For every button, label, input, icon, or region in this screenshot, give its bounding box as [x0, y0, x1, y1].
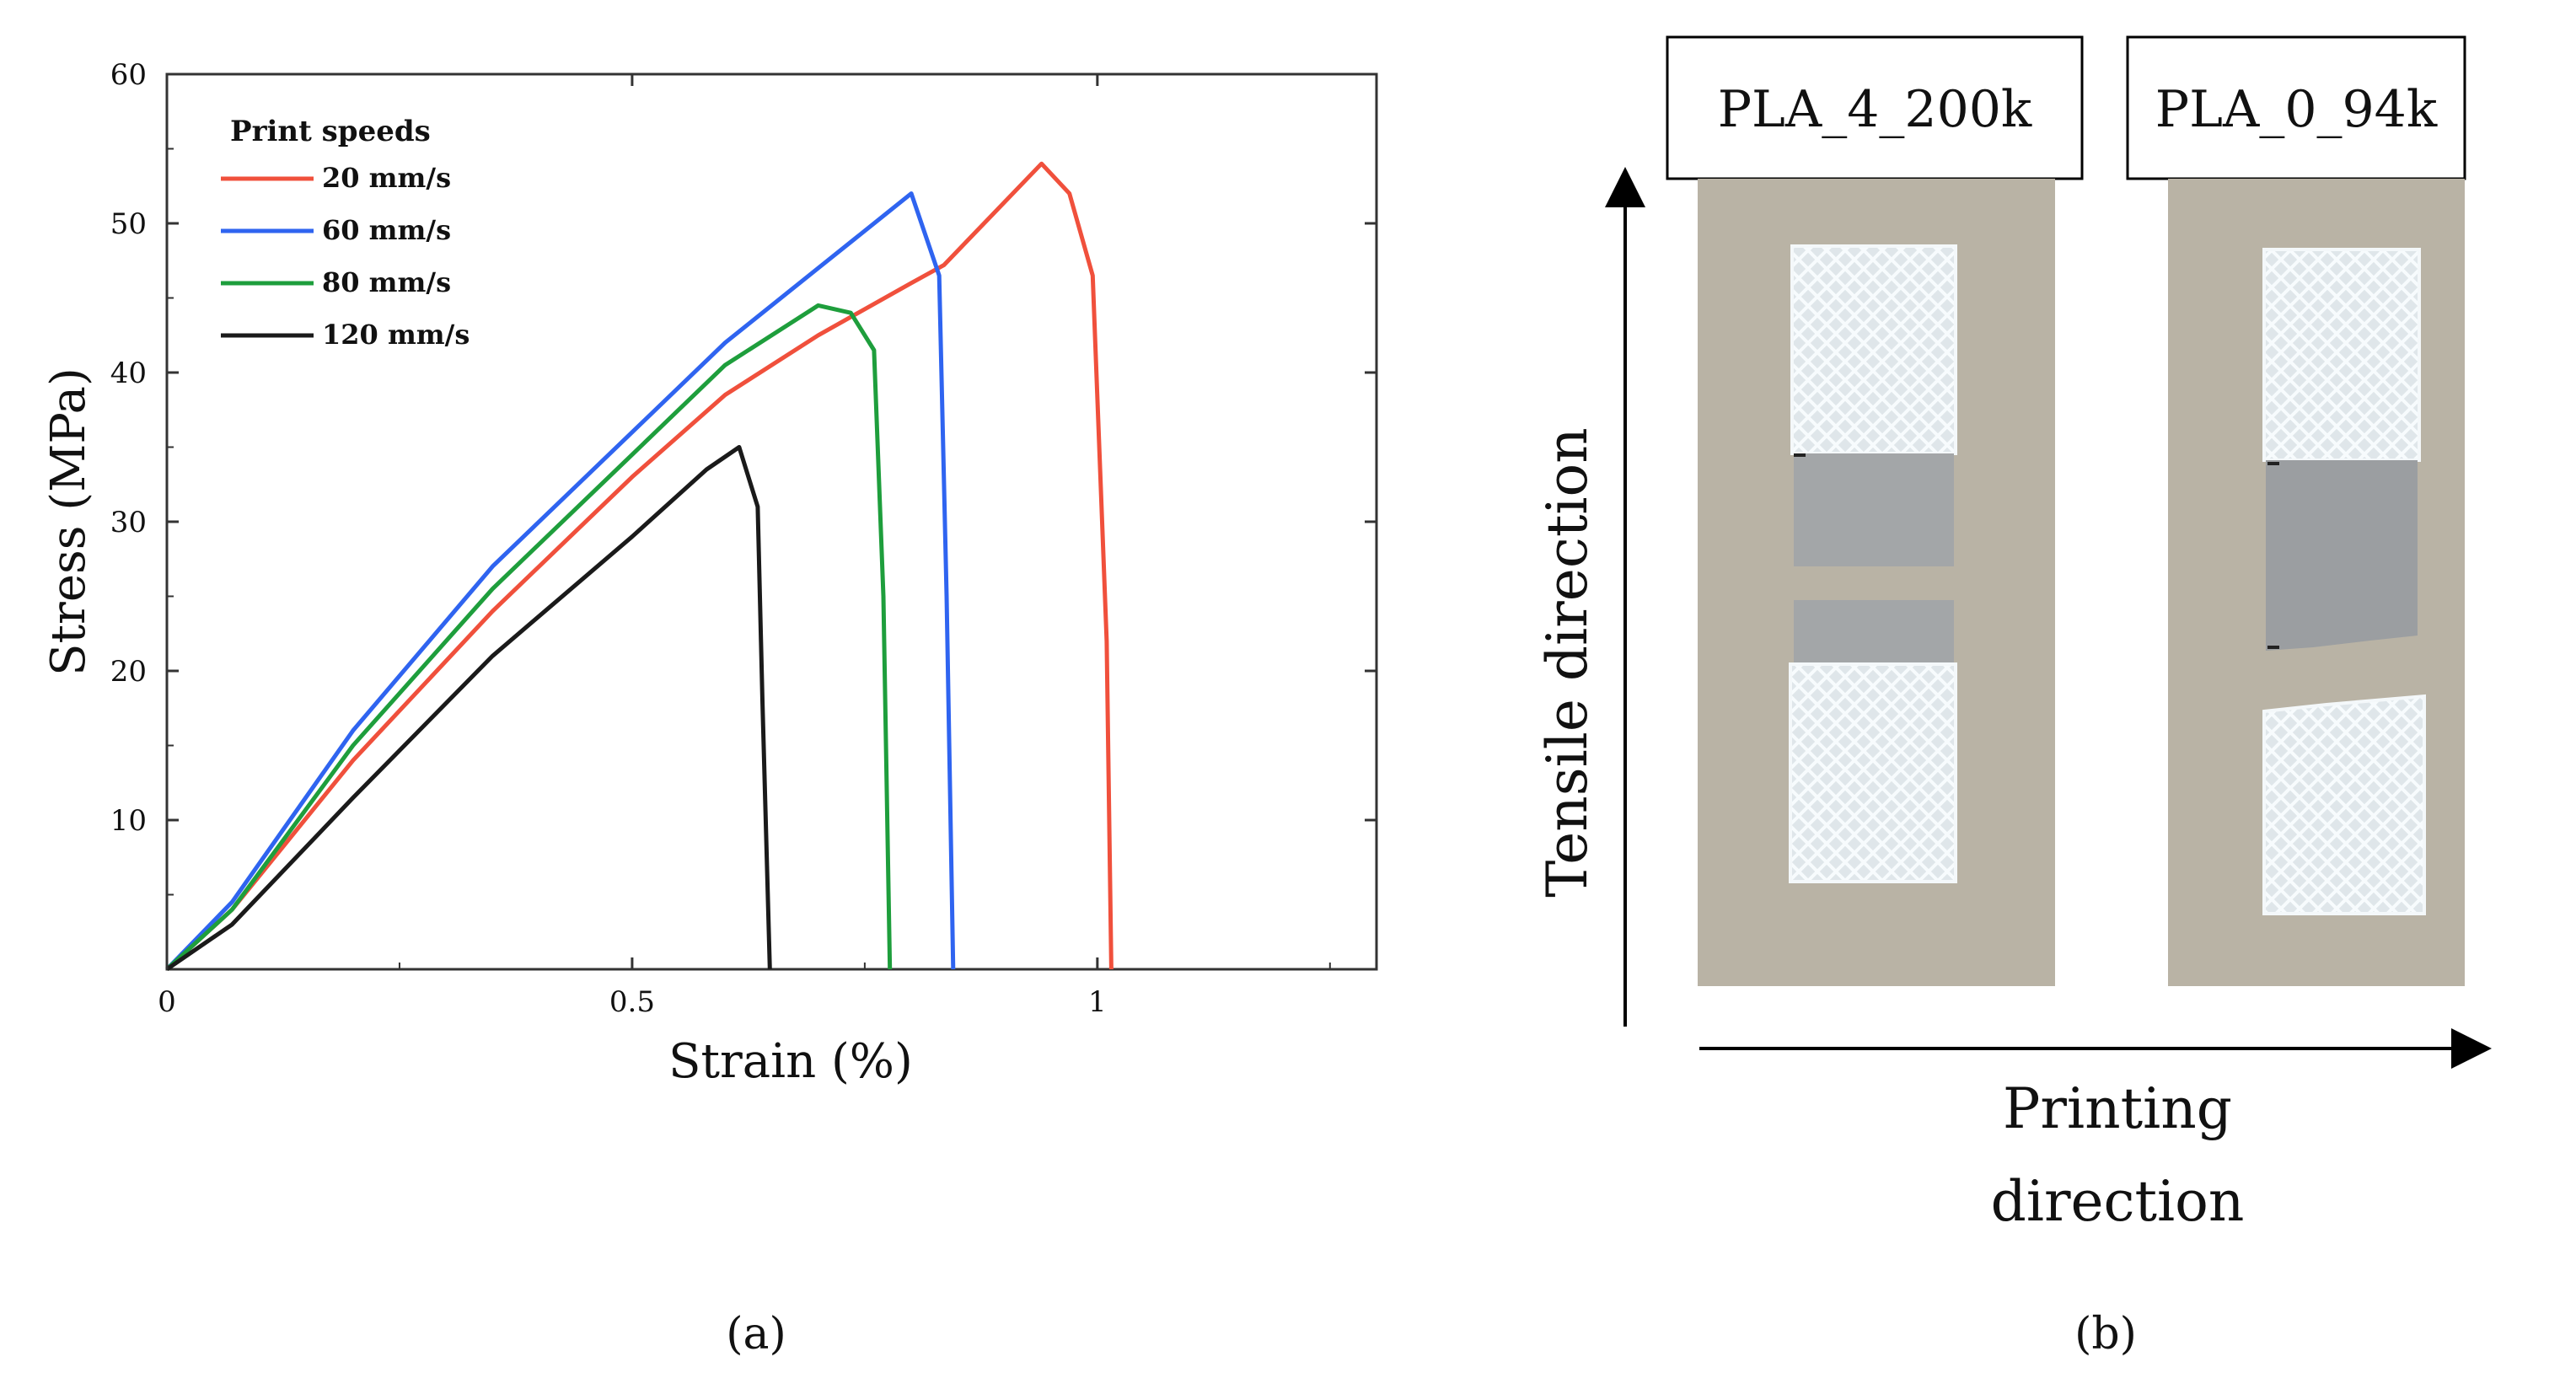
specimen-1-upper-gauge — [1794, 453, 1954, 566]
specimen-2-lower-mesh — [2262, 694, 2426, 915]
specimen-label-box-1 — [1666, 35, 2084, 180]
y-axis-title: Stress (MPa) — [41, 367, 96, 676]
legend-label: 120 mm/s — [322, 319, 470, 351]
specimen-1-upper-mesh — [1790, 244, 1957, 455]
x-tick-label: 0 — [158, 985, 176, 1019]
x-axis-title: Strain (%) — [668, 1034, 913, 1089]
specimen-photo-panel: PLA_4_200k PLA_0_94k Tensile direction P… — [1535, 35, 2492, 1360]
y-tick-label: 10 — [110, 804, 147, 838]
series-line-20-mm-s — [165, 161, 1114, 971]
specimen-1-lower-gauge — [1794, 600, 1954, 664]
y-tick-label: 50 — [110, 207, 147, 241]
series-line-60-mm-s — [165, 191, 956, 971]
legend-label: 80 mm/s — [322, 266, 451, 298]
legend-label: 20 mm/s — [322, 162, 451, 194]
tensile-direction-label: Tensile direction — [1535, 427, 1600, 897]
specimen-1-lower-mesh — [1789, 662, 1957, 883]
series-line-80-mm-s — [165, 303, 893, 971]
specimen-label-2: PLA_0_94k — [2155, 80, 2438, 139]
printing-direction-label-line1: Printing — [2003, 1076, 2232, 1141]
y-tick-label: 20 — [110, 655, 147, 689]
x-tick-label: 1 — [1088, 985, 1107, 1019]
specimen-2-gauge — [2266, 460, 2418, 651]
legend: Print speeds 20 mm/s 60 mm/s 80 mm/s 120 mm… — [221, 115, 470, 351]
specimen-2-upper-mesh — [2262, 248, 2421, 462]
stress-strain-chart: 0 0.5 1 10 20 30 40 50 60 Strain (%) Stress (MPa… — [41, 58, 1378, 1360]
specimen-label-box-2 — [2126, 35, 2466, 180]
specimen-label-1: PLA_4_200k — [1718, 80, 2032, 139]
specimen-1 — [1789, 244, 1957, 883]
series-line-120-mm-s — [165, 445, 772, 972]
legend-title: Print speeds — [230, 115, 431, 148]
plot-frame — [165, 72, 1378, 971]
specimen-2 — [2262, 248, 2426, 915]
panel-b-caption: (b) — [2074, 1309, 2137, 1360]
panel-a-caption: (a) — [726, 1309, 786, 1360]
y-tick-label: 40 — [110, 357, 147, 390]
legend-label: 60 mm/s — [322, 214, 451, 246]
y-tick-label: 30 — [110, 506, 147, 539]
x-tick-label: 0.5 — [609, 985, 655, 1019]
y-tick-label: 60 — [110, 58, 147, 92]
printing-direction-label-line2: direction — [1991, 1169, 2245, 1234]
